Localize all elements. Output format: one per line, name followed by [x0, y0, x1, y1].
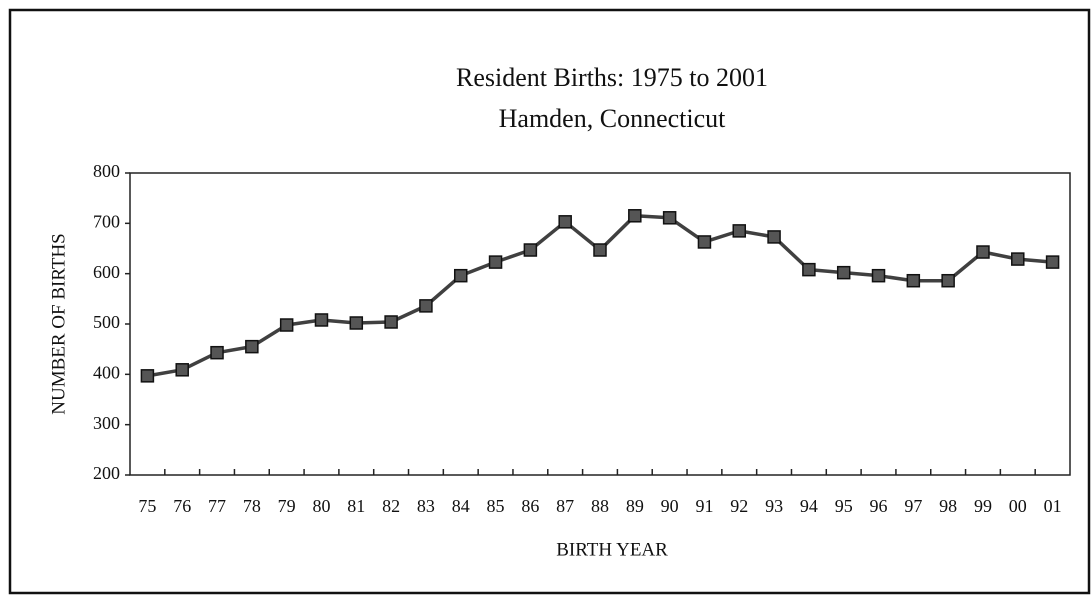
data-point	[419, 299, 433, 313]
x-tick-label: 85	[487, 496, 505, 516]
data-point	[802, 262, 816, 277]
data-point	[593, 243, 607, 257]
y-tick-label: 700	[93, 211, 120, 231]
data-point	[628, 209, 642, 223]
x-tick-label: 81	[347, 496, 365, 516]
x-tick-label: 82	[382, 496, 400, 516]
y-tick-label: 400	[93, 362, 120, 382]
x-tick-label: 95	[835, 496, 853, 516]
data-point	[976, 245, 990, 259]
x-tick-label: 76	[173, 496, 191, 516]
x-tick-label: 77	[208, 496, 226, 516]
data-point	[314, 313, 329, 327]
data-point	[1011, 252, 1025, 266]
data-point	[523, 243, 538, 257]
x-tick-label: 96	[870, 496, 888, 516]
y-tick-label: 300	[93, 413, 120, 433]
y-tick-label: 600	[93, 262, 120, 282]
x-tick-label: 84	[452, 496, 470, 516]
data-point	[279, 318, 294, 332]
data-point	[349, 316, 364, 330]
data-point	[941, 273, 955, 288]
x-tick-label: 94	[800, 496, 818, 516]
x-tick-label: 86	[521, 496, 539, 516]
chart-title: Resident Births: 1975 to 2001	[456, 63, 768, 92]
y-axis-title: NUMBER OF BIRTHS	[48, 233, 69, 415]
data-point	[662, 211, 677, 225]
x-tick-label: 90	[661, 496, 679, 516]
x-tick-label: 89	[626, 496, 644, 516]
data-point	[1045, 255, 1060, 269]
x-tick-label: 79	[278, 496, 296, 516]
x-tick-label: 80	[312, 496, 330, 516]
data-point	[697, 235, 712, 249]
x-tick-label: 88	[591, 496, 609, 516]
data-point	[384, 315, 398, 329]
data-point	[488, 255, 503, 269]
x-tick-label: 83	[417, 496, 435, 516]
x-tick-label: 93	[765, 496, 783, 516]
chart-subtitle: Hamden, Connecticut	[499, 104, 726, 133]
data-point	[453, 268, 468, 283]
x-tick-label: 99	[974, 496, 992, 516]
x-tick-label: 78	[243, 496, 261, 516]
x-tick-label: 92	[730, 496, 748, 516]
y-tick-label: 800	[93, 161, 120, 181]
frame	[8, 8, 1091, 595]
data-point	[245, 339, 259, 354]
data-point	[836, 265, 851, 280]
y-tick-label: 200	[93, 463, 120, 483]
data-point	[140, 369, 155, 383]
x-tick-label: 01	[1044, 496, 1062, 516]
data-point	[767, 230, 781, 244]
plot-area	[129, 172, 1071, 476]
data-point	[558, 215, 572, 229]
data-point	[175, 363, 189, 377]
x-tick-label: 00	[1009, 496, 1027, 516]
x-axis-title: BIRTH YEAR	[556, 539, 668, 560]
data-point	[871, 268, 886, 283]
y-tick-label: 500	[93, 312, 120, 332]
data-line	[147, 214, 1053, 378]
data-point	[732, 224, 747, 238]
x-tick-label: 98	[939, 496, 957, 516]
data-point	[906, 273, 921, 288]
x-tick-label: 97	[904, 496, 922, 516]
x-tick-label: 91	[695, 496, 713, 516]
x-tick-label: 75	[138, 496, 156, 516]
data-point	[210, 345, 224, 360]
x-tick-label: 87	[556, 496, 574, 516]
